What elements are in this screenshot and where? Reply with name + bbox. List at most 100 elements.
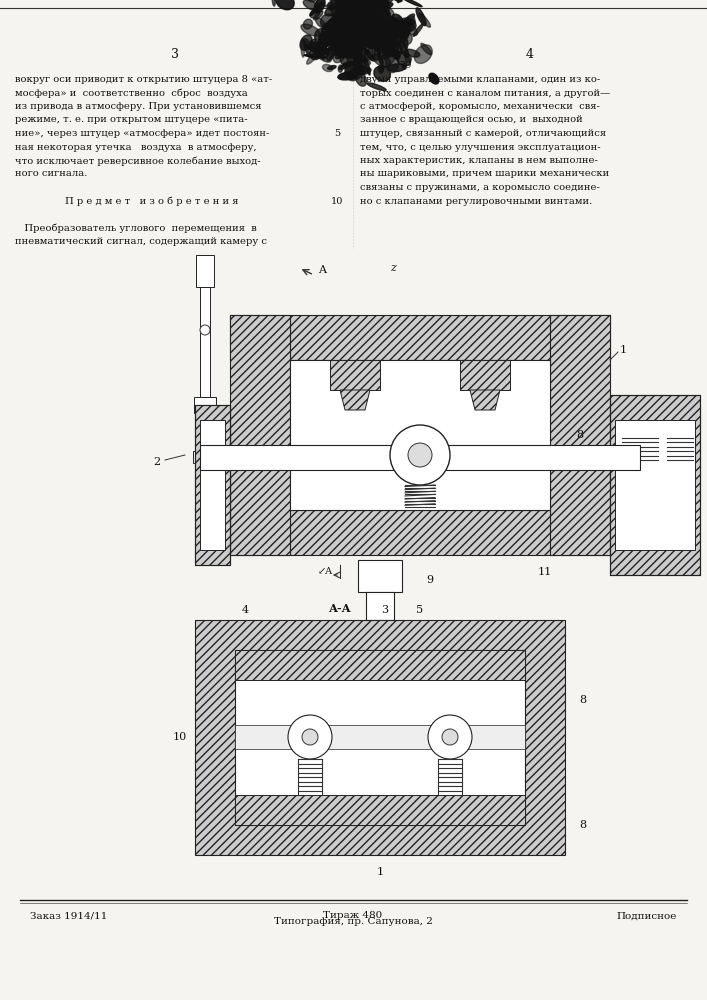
Ellipse shape (373, 18, 386, 33)
Ellipse shape (374, 44, 377, 55)
Ellipse shape (334, 9, 349, 26)
Ellipse shape (383, 2, 387, 11)
Ellipse shape (347, 28, 364, 49)
Bar (195, 620, 565, 855)
Ellipse shape (377, 30, 395, 38)
Ellipse shape (331, 0, 351, 4)
Ellipse shape (356, 43, 373, 62)
Ellipse shape (272, 0, 275, 6)
Bar (610, 395, 700, 575)
Text: ↙A: ↙A (317, 568, 332, 576)
Ellipse shape (374, 66, 390, 81)
Ellipse shape (303, 41, 310, 57)
Text: вокруг оси приводит к открытию штуцера 8 «ат-: вокруг оси приводит к открытию штуцера 8… (15, 75, 272, 84)
Text: ная некоторая утечка   воздуха  в атмосферу,: ная некоторая утечка воздуха в атмосферу… (15, 142, 257, 151)
Ellipse shape (397, 0, 408, 2)
Ellipse shape (363, 2, 377, 16)
Ellipse shape (380, 29, 395, 42)
Ellipse shape (335, 40, 352, 58)
Ellipse shape (396, 52, 411, 66)
Ellipse shape (385, 41, 402, 57)
Ellipse shape (331, 40, 346, 47)
Ellipse shape (378, 7, 389, 11)
Ellipse shape (351, 50, 359, 55)
Ellipse shape (378, 52, 382, 65)
Ellipse shape (317, 33, 329, 50)
Ellipse shape (362, 31, 382, 47)
Ellipse shape (376, 0, 389, 10)
Ellipse shape (315, 28, 332, 47)
Ellipse shape (370, 56, 375, 60)
Ellipse shape (342, 46, 356, 53)
Ellipse shape (386, 28, 401, 35)
Ellipse shape (305, 39, 316, 48)
Ellipse shape (344, 24, 363, 43)
Ellipse shape (364, 56, 370, 75)
Ellipse shape (308, 42, 315, 49)
Text: Заказ 1914/11: Заказ 1914/11 (30, 912, 107, 920)
Ellipse shape (351, 16, 362, 32)
Ellipse shape (355, 21, 364, 34)
Ellipse shape (371, 23, 377, 35)
Ellipse shape (313, 47, 332, 62)
Ellipse shape (335, 45, 350, 59)
Bar (200, 433, 210, 451)
Ellipse shape (336, 0, 347, 18)
Ellipse shape (324, 35, 327, 43)
Ellipse shape (357, 21, 368, 29)
Ellipse shape (364, 42, 368, 46)
Ellipse shape (377, 30, 388, 34)
Bar (195, 405, 230, 565)
Ellipse shape (399, 40, 409, 57)
Ellipse shape (349, 0, 361, 10)
Ellipse shape (391, 23, 400, 40)
Ellipse shape (339, 62, 354, 69)
Ellipse shape (371, 24, 380, 34)
Ellipse shape (346, 14, 358, 20)
Ellipse shape (347, 35, 361, 44)
Bar (196, 255, 214, 287)
Ellipse shape (368, 48, 379, 61)
Ellipse shape (355, 59, 364, 68)
Ellipse shape (314, 0, 325, 13)
Circle shape (302, 729, 318, 745)
Ellipse shape (380, 11, 390, 20)
Ellipse shape (331, 38, 341, 49)
Ellipse shape (362, 25, 369, 33)
Circle shape (428, 715, 472, 759)
Text: с атмосферой, коромысло, механически  свя-: с атмосферой, коромысло, механически свя… (360, 102, 600, 111)
Ellipse shape (332, 38, 336, 59)
Ellipse shape (394, 33, 402, 39)
Ellipse shape (345, 64, 359, 79)
Ellipse shape (421, 43, 431, 55)
Ellipse shape (301, 24, 320, 36)
Ellipse shape (373, 54, 390, 67)
Ellipse shape (354, 41, 364, 57)
Ellipse shape (327, 17, 345, 34)
Bar (235, 650, 525, 825)
Ellipse shape (276, 0, 294, 10)
Text: 10: 10 (173, 732, 187, 742)
Ellipse shape (301, 40, 305, 57)
Ellipse shape (351, 26, 363, 38)
Text: торых соединен с каналом питания, а другой—: торых соединен с каналом питания, а друг… (360, 89, 610, 98)
Ellipse shape (307, 50, 319, 64)
Ellipse shape (419, 13, 431, 27)
Text: ние», через штуцер «атмосфера» идет постоян-: ние», через штуцер «атмосфера» идет пост… (15, 129, 269, 138)
Text: штуцер, связанный с камерой, отличающийся: штуцер, связанный с камерой, отличающийс… (360, 129, 606, 138)
Ellipse shape (332, 18, 351, 29)
Ellipse shape (322, 20, 334, 35)
Ellipse shape (370, 13, 382, 19)
Ellipse shape (339, 0, 354, 12)
Ellipse shape (349, 43, 361, 57)
Ellipse shape (390, 14, 404, 34)
Ellipse shape (378, 23, 385, 37)
Text: 9: 9 (426, 575, 433, 585)
Text: 3: 3 (171, 48, 179, 62)
Ellipse shape (361, 30, 367, 33)
Bar (460, 360, 510, 390)
Ellipse shape (343, 4, 361, 14)
Text: мосфера» и  соответственно  сброс  воздуха: мосфера» и соответственно сброс воздуха (15, 89, 247, 98)
Text: 8: 8 (580, 695, 587, 705)
Ellipse shape (313, 43, 329, 54)
